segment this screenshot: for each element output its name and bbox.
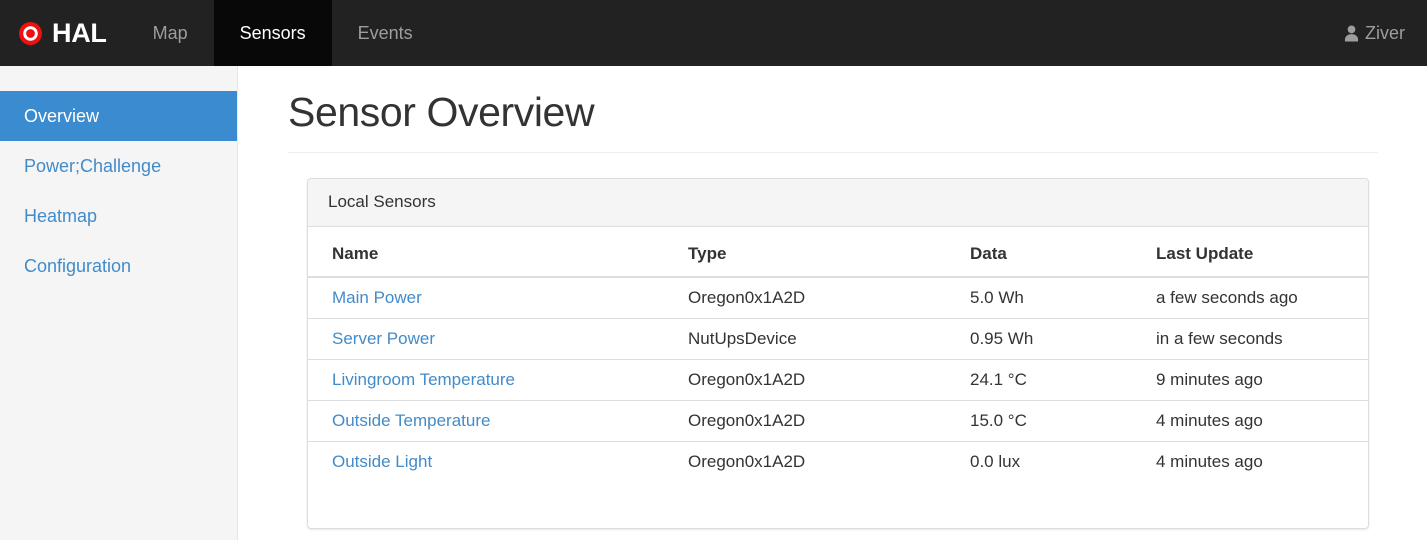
sensor-last-update-cell: 4 minutes ago <box>1148 399 1368 442</box>
user-icon <box>1344 25 1359 42</box>
nav-tab-events[interactable]: Events <box>357 22 413 43</box>
page-title: Sensor Overview <box>288 89 595 135</box>
sensors-table-body: Main Power Oregon0x1A2D 5.0 Wh a few sec… <box>308 277 1368 482</box>
user-name-label: Ziver <box>1365 22 1405 43</box>
top-navbar: HAL Map Sensors Events Ziver <box>0 0 1427 66</box>
title-divider <box>288 152 1378 154</box>
sensor-last-update-cell: 9 minutes ago <box>1148 358 1368 401</box>
sensor-type-cell: Oregon0x1A2D <box>680 358 962 401</box>
panel-body: Name Type Data Last Update Main Power Or… <box>308 226 1368 528</box>
column-header-last-update[interactable]: Last Update <box>1148 226 1368 278</box>
navbar-right-section: Ziver <box>1344 0 1427 66</box>
user-menu[interactable]: Ziver <box>1344 23 1405 44</box>
sidebar-item-overview[interactable]: Overview <box>0 91 237 141</box>
sensor-type-cell: Oregon0x1A2D <box>688 287 806 307</box>
table-row: Server Power NutUpsDevice 0.95 Wh in a f… <box>308 317 1368 360</box>
sensor-data-cell: 0.0 lux <box>962 440 1148 482</box>
column-header-name[interactable]: Name <box>308 226 680 278</box>
table-row: Outside Temperature Oregon0x1A2D 15.0 °C… <box>308 399 1368 442</box>
sensor-name-link[interactable]: Livingroom Temperature <box>332 369 515 389</box>
sensor-name-link[interactable]: Outside Light <box>332 451 433 471</box>
bullseye-icon <box>18 21 43 46</box>
sensors-table: Name Type Data Last Update Main Power Or… <box>308 226 1368 482</box>
sensor-last-update-cell: in a few seconds <box>1148 317 1368 360</box>
nav-tab-list: Map Sensors Events <box>127 0 439 66</box>
main-content: Sensor Overview Local Sensors Name Type … <box>239 66 1427 540</box>
table-header-row: Name Type Data Last Update <box>308 226 1368 278</box>
sensor-data-cell: 5.0 Wh <box>970 287 1024 307</box>
sensor-name-link[interactable]: Outside Temperature <box>332 410 491 430</box>
sidebar: Overview Power;Challenge Heatmap Configu… <box>0 66 238 540</box>
sensor-data-cell: 0.95 Wh <box>962 317 1148 360</box>
sensor-last-update-cell: 4 minutes ago <box>1148 440 1368 482</box>
local-sensors-panel: Local Sensors Name Type Data Last Update… <box>307 178 1369 529</box>
brand-label: HAL <box>52 17 107 48</box>
table-row: Livingroom Temperature Oregon0x1A2D 24.1… <box>308 358 1368 401</box>
sensors-table-head: Name Type Data Last Update <box>308 226 1368 278</box>
table-row: Outside Light Oregon0x1A2D 0.0 lux 4 min… <box>308 440 1368 482</box>
panel-title: Local Sensors <box>308 179 1368 227</box>
sensor-type-cell: Oregon0x1A2D <box>680 440 962 482</box>
brand-logo[interactable]: HAL <box>0 0 127 66</box>
sensor-data-cell: 15.0 °C <box>962 399 1148 442</box>
nav-tab-map[interactable]: Map <box>152 22 188 43</box>
sensor-name-link[interactable]: Server Power <box>332 328 435 348</box>
sensor-type-cell: Oregon0x1A2D <box>680 399 962 442</box>
sidebar-item-power-challenge[interactable]: Power;Challenge <box>24 156 162 176</box>
sidebar-item-heatmap[interactable]: Heatmap <box>24 206 98 226</box>
column-header-type[interactable]: Type <box>680 226 962 278</box>
column-header-data[interactable]: Data <box>962 226 1148 278</box>
sensor-last-update-cell: a few seconds ago <box>1156 287 1298 307</box>
sensor-data-cell: 24.1 °C <box>962 358 1148 401</box>
sensor-name-link[interactable]: Main Power <box>332 287 422 307</box>
sidebar-item-configuration[interactable]: Configuration <box>24 256 132 276</box>
nav-tab-sensors[interactable]: Sensors <box>213 0 332 66</box>
sensor-type-cell: NutUpsDevice <box>680 317 962 360</box>
table-row: Main Power Oregon0x1A2D 5.0 Wh a few sec… <box>308 277 1368 319</box>
